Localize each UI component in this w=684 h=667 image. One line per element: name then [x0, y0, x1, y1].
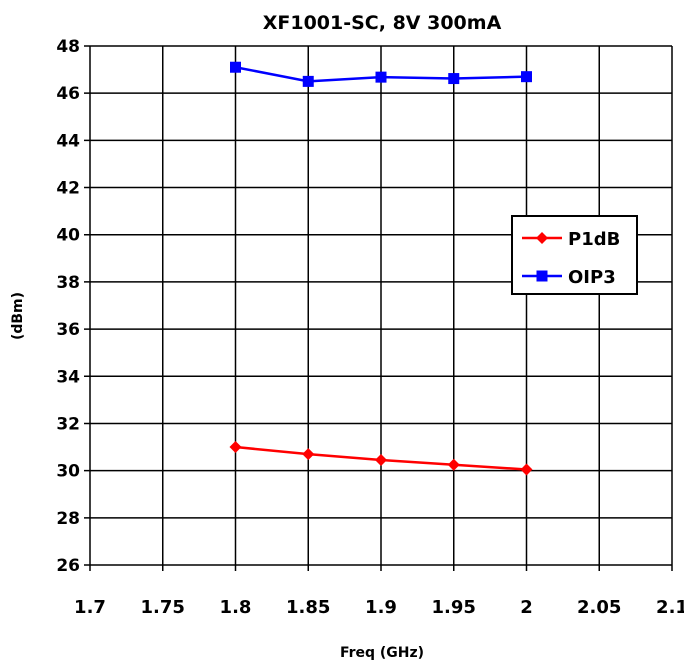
data-point-p1db — [229, 441, 242, 454]
x-tick-label: 1.7 — [74, 597, 106, 618]
data-point-oip3 — [521, 71, 532, 83]
x-tick-label: 1.9 — [365, 597, 397, 618]
data-point-oip3 — [448, 73, 460, 85]
data-point-oip3 — [230, 61, 241, 73]
legend-label-oip3: OIP3 — [568, 267, 616, 288]
y-tick-label: 44 — [56, 131, 80, 151]
y-tick-label: 48 — [56, 37, 80, 57]
legend: P1dB OIP3 — [511, 215, 638, 295]
y-tick-label: 46 — [56, 84, 80, 104]
data-point-oip3 — [302, 75, 314, 87]
x-tick-label: 1.8 — [220, 597, 252, 618]
x-tick-label: 2.05 — [577, 597, 621, 618]
legend-marker-p1db — [536, 232, 548, 244]
y-tick-label: 36 — [56, 320, 80, 340]
y-tick-label: 42 — [56, 179, 80, 199]
chart-title: XF1001-SC, 8V 300mA — [263, 12, 502, 34]
legend-box — [511, 215, 638, 295]
data-point-p1db — [302, 448, 315, 461]
y-tick-label: 34 — [56, 367, 80, 387]
y-tick-label: 30 — [56, 462, 80, 482]
data-point-p1db — [520, 463, 533, 476]
y-ticks: 26 28 30 32 34 36 38 40 42 44 46 48 — [56, 37, 80, 576]
series-group — [229, 61, 533, 476]
y-tick-label: 38 — [56, 273, 80, 293]
y-tick-label: 26 — [56, 556, 80, 576]
legend-label-p1db: P1dB — [568, 229, 620, 250]
x-axis-label: Freq (GHz) — [340, 645, 424, 661]
data-point-p1db — [375, 454, 387, 467]
grid — [84, 45, 673, 571]
x-tick-label: 1.85 — [286, 597, 330, 618]
x-tick-label: 2.1 — [656, 597, 684, 618]
y-tick-label: 32 — [56, 414, 80, 434]
x-tick-label: 2 — [520, 597, 533, 618]
data-point-p1db — [447, 458, 460, 471]
y-axis-label: (dBm) — [10, 292, 26, 340]
y-tick-label: 28 — [56, 509, 80, 529]
x-ticks: 1.7 1.75 1.8 1.85 1.9 1.95 2 2.05 2.1 — [74, 597, 684, 618]
legend-marker-oip3 — [536, 270, 548, 282]
data-point-oip3 — [375, 71, 387, 83]
y-tick-label: 40 — [56, 226, 80, 246]
x-tick-label: 1.95 — [432, 597, 476, 618]
x-tick-label: 1.75 — [141, 597, 185, 618]
